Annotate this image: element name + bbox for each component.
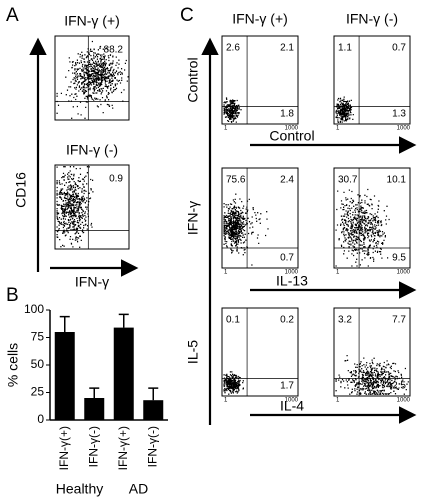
y-tick-label: 25: [31, 385, 45, 399]
tick-label: 1: [224, 398, 228, 404]
quadrant-value: 75.6: [226, 175, 246, 186]
error-bar: [118, 313, 129, 328]
quadrant-value: 0.1: [226, 315, 240, 326]
panel-label: C: [180, 5, 194, 26]
panel-label: A: [6, 5, 19, 26]
dot-cloud: [335, 96, 354, 123]
quadrant-value: 2.4: [280, 175, 294, 186]
dot-cloud: [223, 97, 242, 123]
x-axis-label: IL-4: [280, 398, 304, 414]
quadrant-value: 0.9: [109, 174, 123, 185]
column-title: IFN-γ (+): [232, 11, 288, 27]
quadrant-value: 2.1: [280, 43, 294, 54]
row-label: IL-5: [185, 340, 201, 364]
y-axis-label: CD16: [13, 172, 29, 208]
x-tick-label: IFN-γ(+): [57, 426, 71, 470]
group-label: Healthy: [56, 481, 103, 497]
tick-label: 1: [336, 126, 340, 132]
plot-frame: [221, 167, 299, 269]
x-axis-label: IL-13: [276, 273, 308, 289]
dot-cloud: [56, 40, 129, 119]
quadrant-value: 10.1: [387, 175, 407, 186]
quadrant-value: 9.5: [392, 253, 406, 264]
quadrant-value: 42.5: [387, 381, 407, 392]
bar: [143, 400, 164, 420]
plot-frame: [54, 35, 130, 121]
quadrant-value: 1.7: [280, 381, 294, 392]
plot-frame: [333, 35, 411, 125]
dot-cloud: [223, 371, 244, 395]
column-title: IFN-γ (-): [346, 11, 398, 27]
bar: [84, 398, 105, 420]
error-bar: [59, 315, 70, 332]
tick-label: 1000: [285, 270, 299, 276]
dot-cloud: [335, 188, 390, 267]
quadrant-value: 0.2: [280, 315, 294, 326]
error-bar: [89, 387, 100, 398]
plot-title: IFN-γ (-): [66, 142, 118, 158]
quadrant-value: 1.3: [392, 109, 406, 120]
tick-label: 1000: [397, 398, 411, 404]
y-tick-label: 100: [24, 302, 44, 316]
dot-cloud: [56, 166, 94, 248]
y-axis-label: % cells: [5, 343, 21, 387]
y-tick-label: 75: [31, 330, 45, 344]
plot-frame: [333, 307, 411, 397]
dot-cloud: [335, 354, 409, 395]
quadrant-value: 1.1: [338, 43, 352, 54]
quadrant-value: 0.7: [392, 43, 406, 54]
plot-frame: [54, 164, 130, 250]
quadrant-value: 2.6: [226, 43, 240, 54]
quadrant-value: 0.7: [280, 253, 294, 264]
tick-label: 1000: [397, 270, 411, 276]
x-axis-label: Control: [269, 128, 314, 144]
row-label: IFN-γ: [185, 201, 201, 235]
plot-title: IFN-γ (+): [64, 13, 120, 29]
plot-frame: [221, 35, 299, 125]
bar: [54, 332, 75, 420]
quadrant-value: 88.2: [104, 45, 124, 56]
tick-label: 1000: [285, 126, 299, 132]
x-tick-label: IFN-γ(+): [116, 426, 130, 470]
y-tick-label: 50: [31, 357, 45, 371]
tick-label: 1: [336, 270, 340, 276]
quadrant-value: 1.8: [280, 109, 294, 120]
plot-frame: [333, 167, 411, 269]
tick-label: 1000: [285, 398, 299, 404]
quadrant-value: 30.7: [338, 175, 358, 186]
x-axis-label: IFN-γ: [75, 274, 109, 290]
tick-label: 1: [224, 126, 228, 132]
quadrant-value: 7.7: [392, 315, 406, 326]
x-tick-label: IFN-γ(-): [145, 426, 159, 467]
quadrant-value: 3.2: [338, 315, 352, 326]
group-label: AD: [129, 481, 148, 497]
plot-frame: [221, 307, 299, 397]
x-tick-label: IFN-γ(-): [86, 426, 100, 467]
dot-cloud: [223, 193, 269, 266]
y-tick-label: 0: [37, 412, 44, 426]
row-label: Control: [185, 57, 201, 102]
tick-label: 1: [224, 270, 228, 276]
bar: [113, 327, 134, 420]
tick-label: 1: [336, 398, 340, 404]
panel-label: B: [6, 285, 19, 306]
error-bar: [148, 387, 159, 401]
tick-label: 1000: [397, 126, 411, 132]
